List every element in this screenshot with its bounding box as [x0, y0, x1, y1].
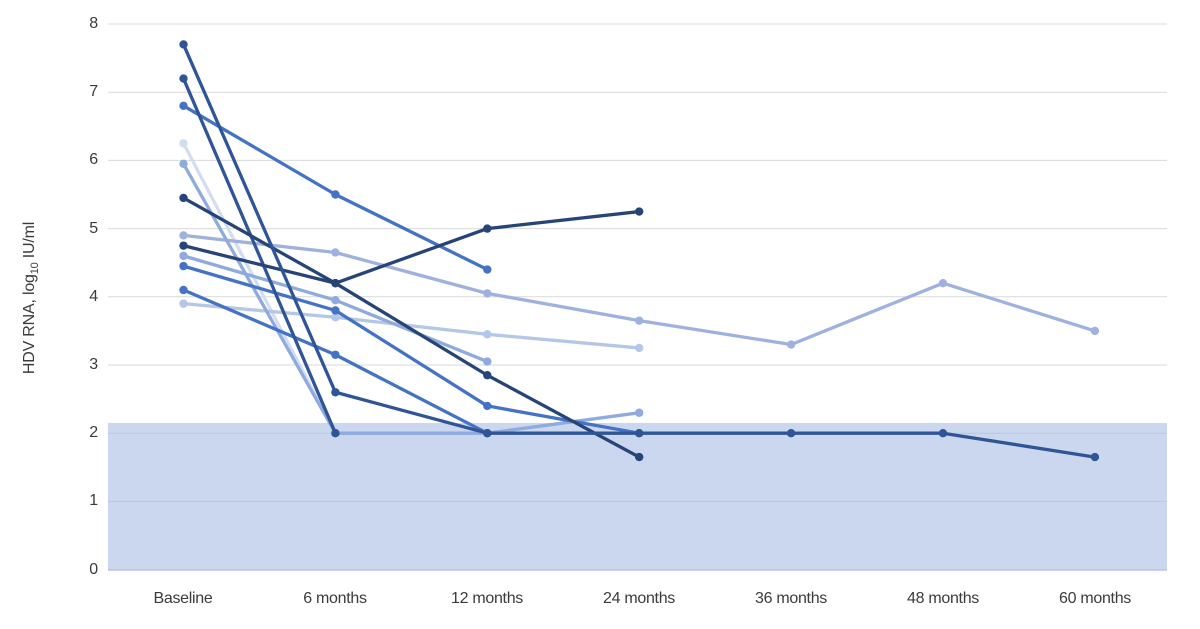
y-tick-5: 5 — [89, 220, 98, 237]
patient-bl-5-45-point — [179, 193, 188, 203]
patient-bl-7-7-point — [179, 40, 188, 49]
patient-bl-6-8-point — [179, 101, 188, 111]
patient-bl-6-8-point — [483, 265, 492, 274]
patient-bl-4-45-point — [331, 306, 340, 315]
patient-bl-3-9-point — [635, 343, 644, 353]
patient-bl-4-9-point — [483, 289, 492, 298]
patient-bl-4-1-point — [179, 285, 188, 295]
patient-bl-4-1-point — [331, 350, 340, 359]
patient-bl-4-9-point — [635, 316, 644, 325]
patient-bl-7-2-point — [179, 74, 188, 83]
y-tick-3: 3 — [89, 356, 98, 373]
y-axis-title-prefix: HDV RNA, log — [21, 274, 38, 375]
patient-bl-4-6-point — [331, 296, 340, 305]
patient-bl-4-6-point — [483, 357, 492, 366]
loq-band — [108, 422, 1167, 571]
patient-bl-6-8-point — [331, 190, 340, 199]
x-category-36-months: 36 months — [754, 590, 827, 607]
patient-bl-4-75-line — [183, 244, 640, 459]
x-category-48-months: 48 months — [906, 590, 979, 607]
patient-bl-3-9-point — [179, 299, 188, 308]
y-tick-7: 7 — [89, 83, 98, 100]
patient-bl-4-9-point — [786, 340, 796, 349]
patient-bl-5-45-point — [635, 207, 644, 216]
patient-bl-7-2-line — [181, 77, 337, 434]
patient-bl-7-7-point — [331, 388, 340, 397]
x-category-24-months: 24 months — [602, 590, 675, 607]
patient-bl-4-9-point — [1090, 326, 1100, 336]
y-tick-8: 8 — [89, 15, 98, 32]
patient-bl-4-45-line — [183, 264, 640, 435]
patient-bl-5-45-point — [331, 278, 340, 288]
patient-bl-4-6-point — [179, 251, 188, 261]
y-axis-title: HDV RNA, log10 IU/ml — [19, 178, 41, 418]
patient-bl-4-9-line — [183, 233, 1096, 347]
x-category-baseline: Baseline — [153, 590, 213, 607]
y-tick-4: 4 — [89, 288, 98, 305]
y-axis-title-suffix: IU/ml — [21, 221, 38, 263]
patient-bl-7-7-point — [1090, 452, 1100, 462]
patient-bl-7-2-point — [331, 429, 340, 438]
patient-bl-7-7-point — [938, 429, 948, 438]
y-tick-6: 6 — [89, 151, 98, 168]
x-category-12-months: 12 months — [450, 590, 523, 607]
patient-bl-5-95-point — [179, 159, 188, 169]
patient-bl-5-95-point — [635, 408, 644, 417]
patient-bl-3-9-point — [483, 330, 492, 339]
patient-bl-7-7-point — [483, 429, 492, 438]
patient-bl-3-9-line — [183, 301, 640, 350]
patient-bl-4-45-point — [179, 261, 188, 271]
y-tick-2: 2 — [89, 424, 98, 441]
patient-bl-4-9-point — [179, 231, 188, 240]
patient-bl-5-45-line — [182, 196, 640, 285]
patient-bl-6-25-point — [179, 139, 188, 148]
patient-bl-4-75-point — [483, 371, 492, 380]
patient-bl-7-7-point — [786, 429, 796, 438]
patient-bl-4-9-point — [331, 248, 340, 257]
y-tick-1: 1 — [89, 492, 98, 509]
patient-bl-3-9-point — [331, 313, 340, 322]
patient-bl-5-95-line — [182, 162, 640, 435]
patient-bl-4-75-point — [179, 241, 188, 250]
patient-bl-4-45-point — [483, 401, 492, 411]
y-tick-0: 0 — [89, 561, 98, 578]
patient-bl-5-45-point — [483, 224, 492, 233]
y-axis-title-subscript: 10 — [29, 262, 42, 275]
x-category-60-months: 60 months — [1058, 590, 1131, 607]
patient-bl-4-75-point — [635, 452, 644, 462]
patient-bl-7-7-point — [635, 429, 644, 438]
x-category-6-months: 6 months — [303, 590, 367, 607]
patient-bl-4-9-point — [938, 278, 948, 288]
